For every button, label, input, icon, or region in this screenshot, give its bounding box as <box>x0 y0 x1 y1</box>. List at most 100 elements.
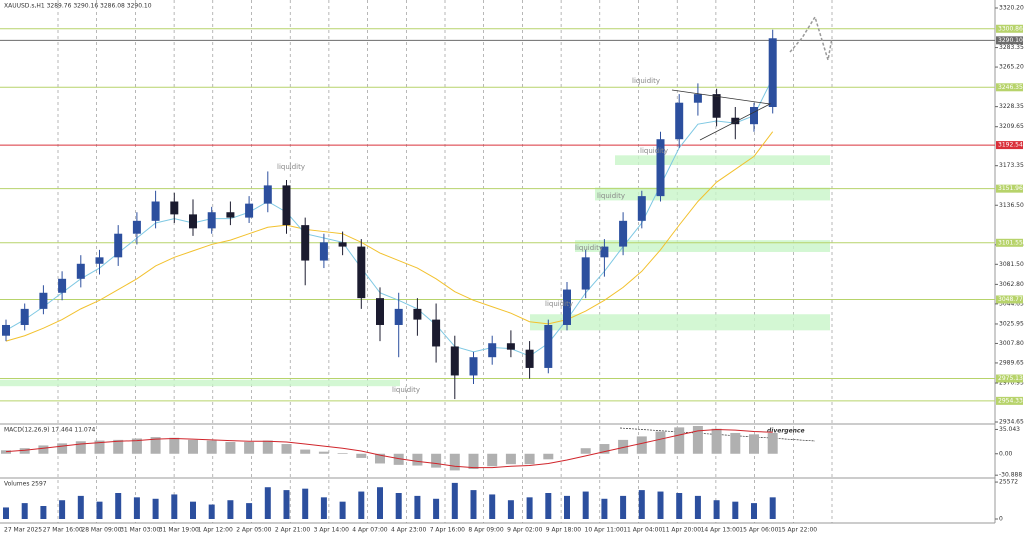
level-label: 3048.77 <box>998 296 1023 303</box>
y-tick-label: 0.00 <box>999 450 1013 457</box>
level-label: 3151.96 <box>998 185 1023 192</box>
candle-body <box>413 308 422 320</box>
y-tick-label: -30.888 <box>999 472 1022 479</box>
volume-bar <box>489 494 496 519</box>
level-tag <box>996 36 1023 45</box>
x-tick-label: 11 Apr 04:00 <box>623 527 662 534</box>
level-label: 3290.10 <box>998 37 1023 44</box>
macd-bar <box>711 428 722 454</box>
macd-bar <box>169 437 180 454</box>
macd-bar <box>431 453 442 468</box>
macd-bar <box>113 439 124 454</box>
volume-bar <box>133 497 140 519</box>
volume-bar <box>451 482 458 519</box>
annotation: liquidity <box>632 77 660 85</box>
level-tag <box>996 396 1023 405</box>
y-tick-label: 3283.35 <box>999 44 1024 51</box>
volume-bar <box>246 503 253 519</box>
volume-bar <box>190 501 196 519</box>
candle-body <box>2 324 10 336</box>
volume-bar <box>171 494 178 519</box>
candle-body <box>301 225 310 261</box>
volume-bar <box>302 488 309 519</box>
macd-bar <box>580 448 591 454</box>
macd-bar <box>188 439 198 454</box>
macd-bar <box>655 431 666 454</box>
liquidity-zone <box>575 240 830 252</box>
x-tick-label: 15 Apr 22:00 <box>778 527 817 534</box>
volume-bar <box>77 495 84 519</box>
candle-body <box>544 324 553 368</box>
macd-label: MACD(12,26,9) 17.464 11.074 <box>4 427 96 434</box>
candle-body <box>750 107 758 125</box>
x-tick-label: 2 Apr 05:00 <box>236 527 271 534</box>
macd-bar <box>599 444 610 454</box>
x-tick-label: 9 Apr 02:00 <box>507 527 542 534</box>
candle-body <box>656 139 665 197</box>
y-tick-label: 2934.65 <box>999 419 1024 426</box>
volume-bar <box>414 495 421 519</box>
macd-bar <box>94 440 105 454</box>
x-tick-label: 15 Apr 06:00 <box>739 527 778 534</box>
candle-body <box>675 102 684 140</box>
y-tick-label: 3062.80 <box>999 281 1024 288</box>
y-tick-label: 3081.50 <box>999 261 1024 268</box>
volume-bar <box>751 503 757 519</box>
level-label: 2954.33 <box>998 397 1023 404</box>
volume-bar <box>470 490 477 519</box>
x-tick-label: 8 Apr 09:00 <box>468 527 503 534</box>
level-label: 3192.54 <box>998 142 1023 149</box>
candle-body <box>245 203 254 218</box>
x-tick-label: 4 Apr 23:00 <box>391 527 426 534</box>
macd-bar <box>449 453 460 471</box>
x-tick-label: 9 Apr 18:00 <box>546 527 581 534</box>
macd-bar <box>225 441 236 454</box>
macd-bar <box>131 438 142 454</box>
x-tick-label: 1 Apr 12:00 <box>198 527 233 534</box>
x-tick-label: 28 Mar 09:00 <box>81 527 121 534</box>
x-tick-label: 3 Apr 14:00 <box>314 527 349 534</box>
x-tick-label: 11 Apr 20:00 <box>662 527 701 534</box>
level-tag <box>996 184 1023 193</box>
level-label: 3300.86 <box>998 25 1023 32</box>
liquidity-zone <box>615 155 830 165</box>
volume-bar <box>769 497 776 519</box>
level-tag <box>996 238 1023 247</box>
candle-body <box>58 278 67 293</box>
macd-bar <box>543 453 554 460</box>
y-tick-label: 3044.65 <box>999 300 1024 307</box>
annotation: liquidity <box>575 244 603 252</box>
level-tag <box>996 83 1023 92</box>
level-label: 2975.13 <box>998 375 1023 382</box>
candle-body <box>488 343 497 358</box>
macd-signal <box>5 428 773 469</box>
y-tick-label: 3265.20 <box>999 64 1024 71</box>
y-tick-label: 3228.35 <box>999 103 1024 110</box>
level-tag <box>996 295 1023 304</box>
chart-header: XAUUSD.s,H1 3289.76 3290.16 3286.08 3290… <box>4 3 152 10</box>
volume-label: Volumes 2597 <box>4 481 47 488</box>
macd-bar <box>636 436 647 454</box>
level-label: 3246.35 <box>998 84 1023 91</box>
volume-bar <box>620 495 627 519</box>
x-tick-label: 2 Apr 21:00 <box>275 527 310 534</box>
volume-bar <box>320 497 327 519</box>
macd-bar <box>150 437 161 454</box>
macd-bar <box>524 453 535 465</box>
annotation: divergence <box>767 428 805 435</box>
macd-bar <box>767 432 778 454</box>
level-tag <box>996 24 1023 33</box>
candle-body <box>282 185 291 226</box>
candle-body <box>712 94 721 118</box>
volume-bar <box>377 487 383 519</box>
y-tick-label: 3173.35 <box>999 162 1024 169</box>
background <box>0 0 995 537</box>
y-tick-label: 3320.20 <box>999 5 1024 12</box>
candle-body <box>20 308 29 325</box>
volume-bar <box>208 504 215 519</box>
candle-body <box>226 212 235 218</box>
volume-bar <box>433 498 440 519</box>
macd-bar <box>337 453 348 454</box>
macd-bar <box>393 453 404 465</box>
